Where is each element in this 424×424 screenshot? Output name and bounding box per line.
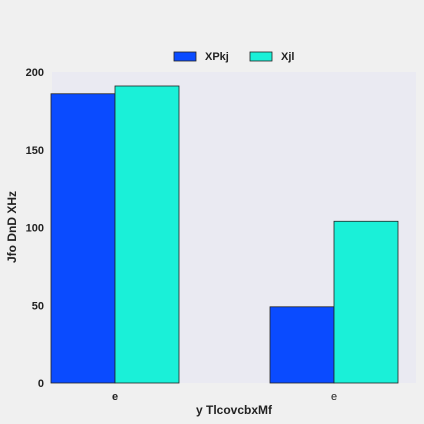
y-tick-label: 150 [26, 145, 44, 157]
legend-swatch-xpkj [174, 52, 196, 61]
bar-xpkj-1 [270, 307, 334, 383]
y-tick-label: 0 [38, 378, 44, 390]
y-tick-label: 100 [26, 223, 44, 235]
x-axis-title: y TlcovcbxMf [196, 403, 273, 417]
x-tick-label: e [331, 391, 337, 403]
y-tick-label: 200 [26, 67, 44, 79]
bar-xjl-1 [334, 221, 398, 383]
y-tick-labels: 0 50 100 150 200 [26, 67, 44, 390]
legend: XPkj Xjl [174, 51, 294, 63]
legend-swatch-xjl [250, 52, 272, 61]
y-tick-label: 50 [32, 300, 44, 312]
bar-xjl-0 [115, 86, 179, 383]
bar-xpkj-0 [51, 94, 115, 383]
legend-label-xjl: Xjl [281, 51, 294, 63]
legend-label-xpkj: XPkj [205, 51, 229, 63]
x-tick-label: e [112, 391, 118, 403]
y-axis-title: Jfo DnD XHz [5, 191, 19, 263]
